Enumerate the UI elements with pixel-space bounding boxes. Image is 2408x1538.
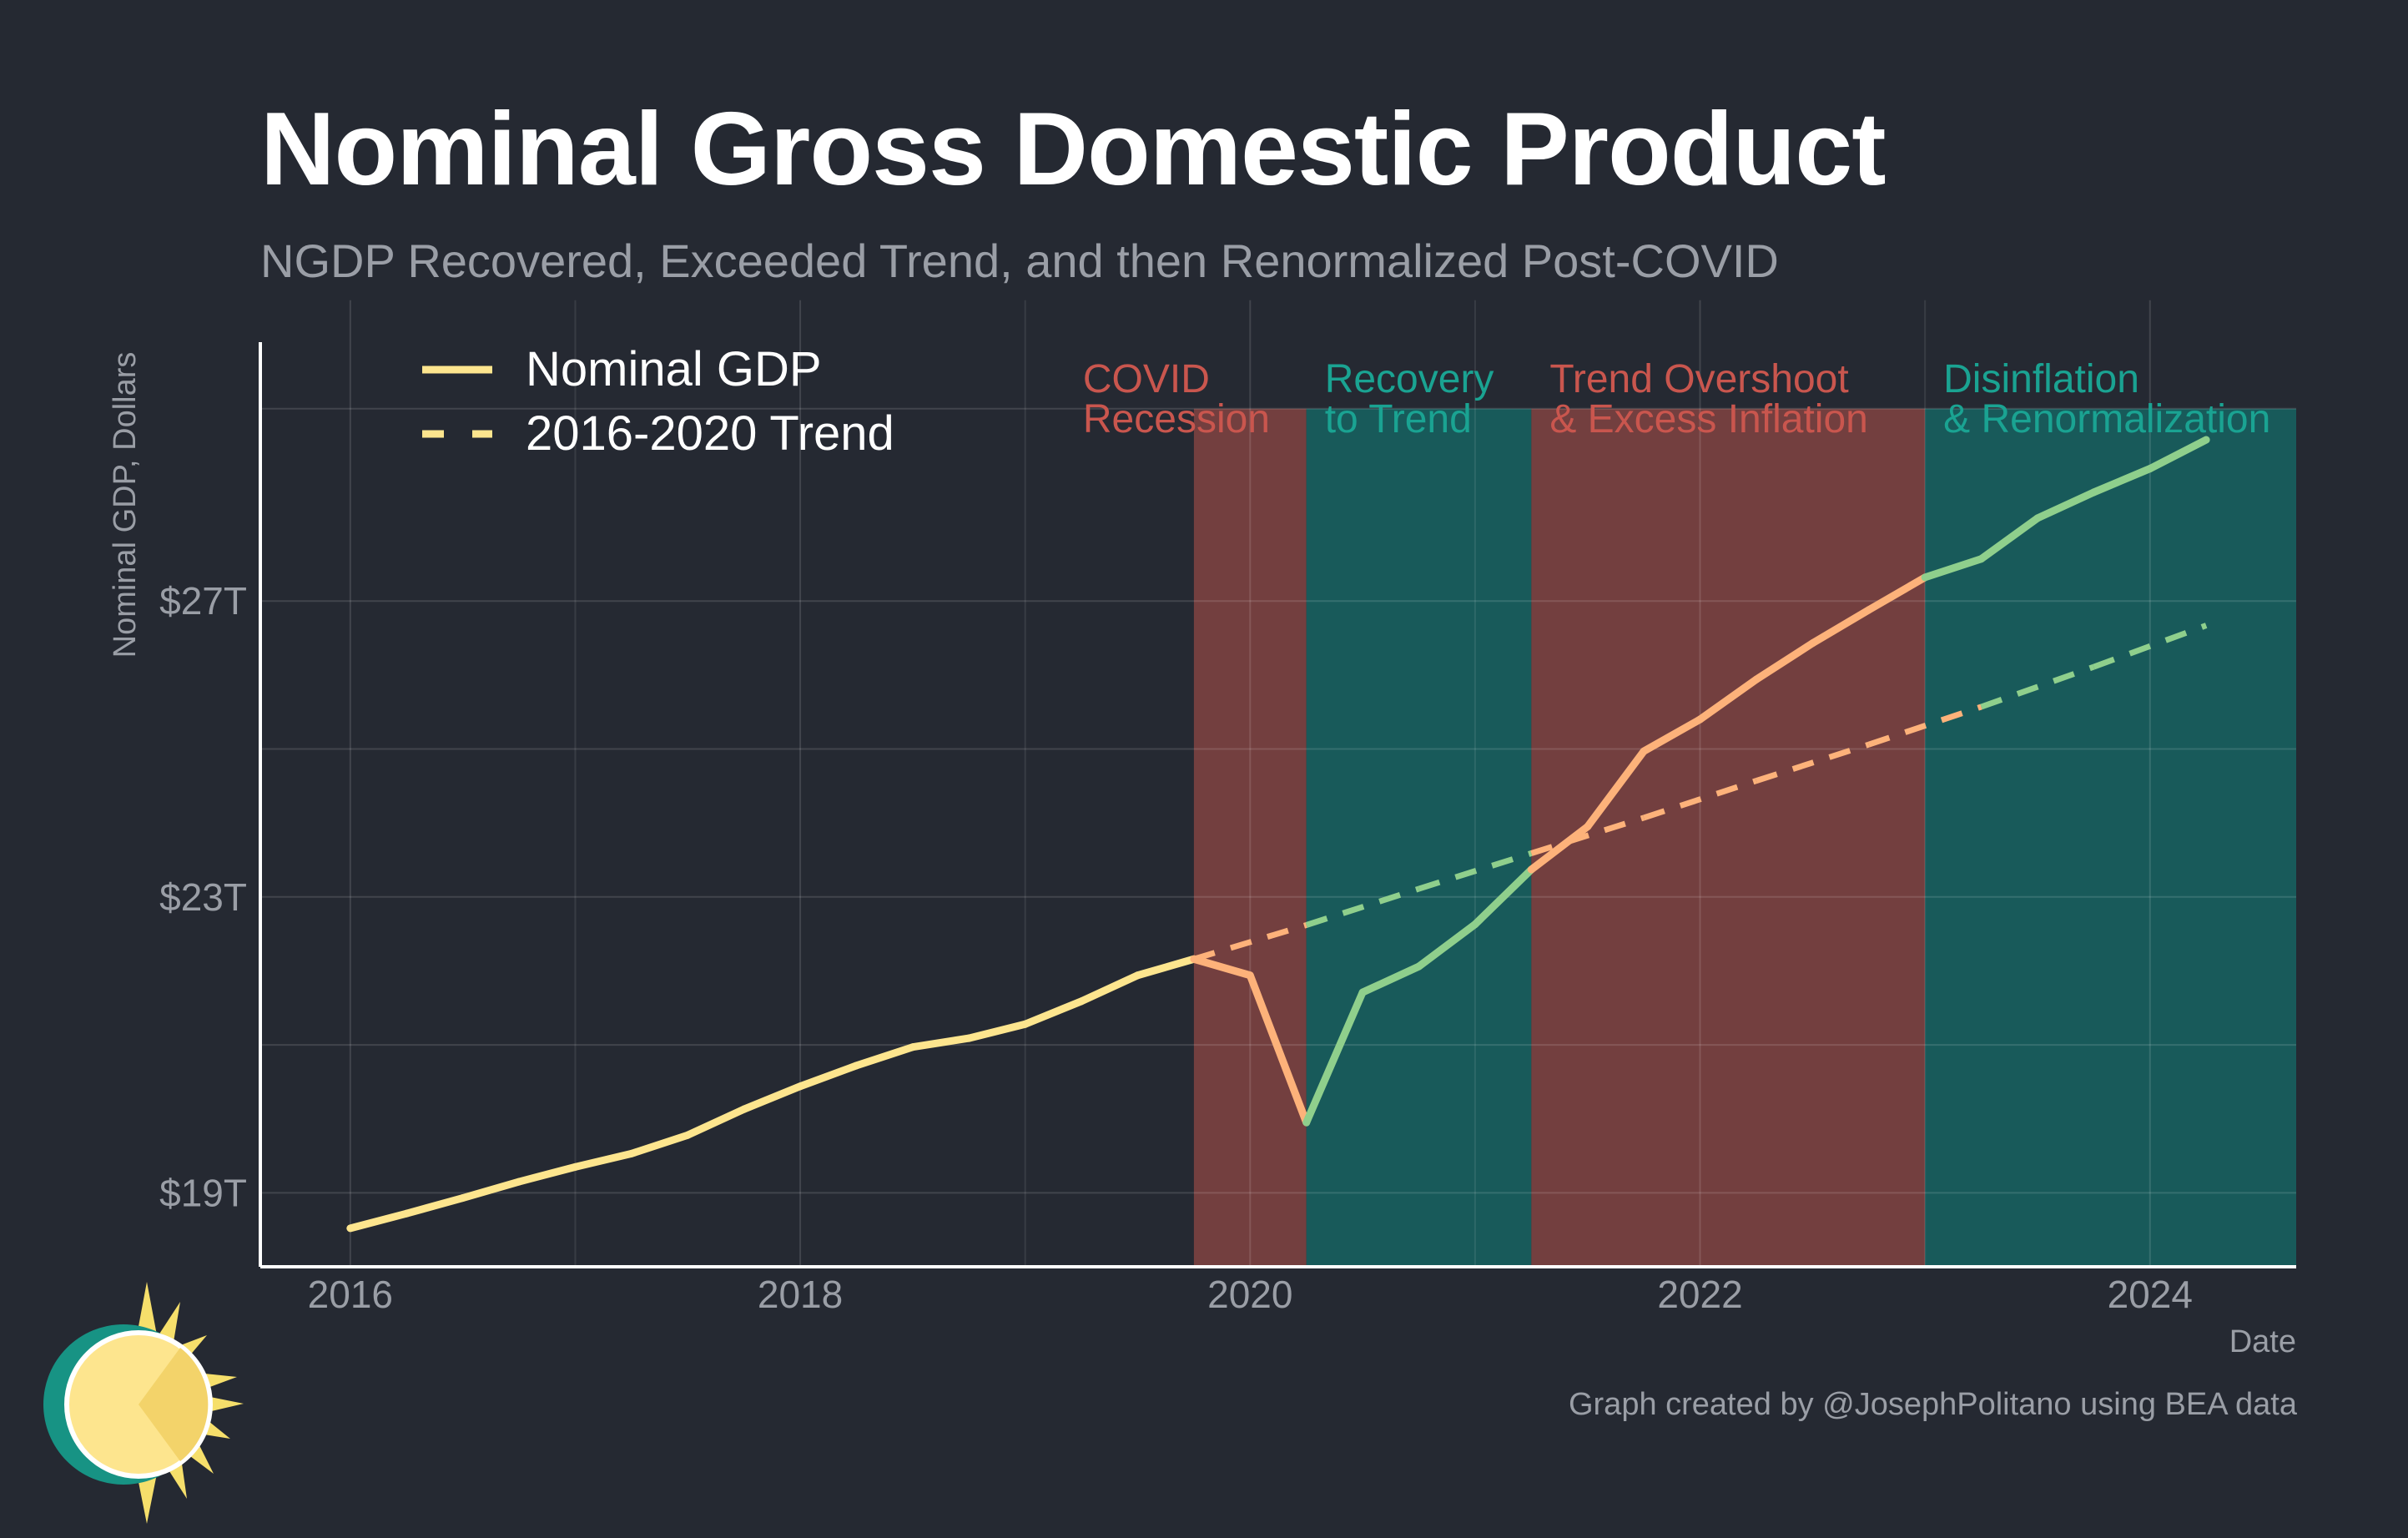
gdp-line-segment — [909, 1034, 973, 1051]
period-band-3 — [1925, 408, 2296, 1267]
gdp-line-segment — [2033, 488, 2098, 522]
gdp-line-segment — [346, 1209, 411, 1233]
period-band-0 — [1193, 408, 1307, 1267]
gdp-line-segment — [1696, 675, 1761, 724]
trend-line-segment — [1192, 922, 1307, 962]
trend-line-segment — [1755, 741, 1870, 784]
gdp-line-segment — [965, 1020, 1030, 1042]
y-axis-label: Nominal GDP, Dollars — [108, 352, 143, 658]
gdp-line-segment — [796, 1061, 860, 1091]
gdp-line-segment — [1752, 639, 1816, 683]
gdp-line-segment — [1021, 997, 1086, 1028]
gdp-line-segment — [1415, 920, 1479, 971]
x-tick-label: 2020 — [1207, 1273, 1292, 1316]
gdp-line-segment — [1471, 865, 1535, 929]
y-tick-label: $23T — [159, 875, 247, 919]
gdp-line-segment — [1921, 555, 1986, 582]
period-bands — [1193, 408, 2296, 1267]
gdp-line-segment — [1640, 715, 1705, 755]
x-axis-label: Date — [2229, 1324, 2296, 1359]
gdp-line-segment — [1133, 955, 1198, 980]
gdp-line-segment — [402, 1194, 467, 1218]
gdp-line-segment — [1527, 823, 1592, 874]
period-label-0: COVID Recession — [1083, 357, 1270, 441]
legend: Nominal GDP 2016-2020 Trend — [422, 342, 894, 461]
x-tick-label: 2016 — [308, 1273, 393, 1316]
gdp-line-segment — [459, 1177, 523, 1203]
gdp-line-segment — [1358, 962, 1423, 996]
sun-logo-icon — [43, 1282, 244, 1524]
legend-label: Nominal GDP — [526, 342, 822, 396]
trend-line-segment — [1643, 778, 1758, 821]
legend-label: 2016-2020 Trend — [526, 406, 894, 461]
chart-subtitle: NGDP Recovered, Exceeded Trend, and then… — [260, 234, 1779, 287]
period-label-1: Recovery to Trend — [1325, 357, 1494, 441]
trend-line-segment — [1305, 885, 1420, 928]
period-band-1 — [1306, 408, 1532, 1267]
gdp-line-segment — [1246, 971, 1311, 1127]
gdp-line-segment — [1865, 573, 1929, 614]
gdp-line-segment — [683, 1105, 748, 1139]
gdp-line-segment — [1808, 606, 1873, 648]
gdp-line-segment — [2146, 436, 2210, 473]
gdp-line-segment — [852, 1043, 917, 1070]
gdp-line-segment — [571, 1149, 636, 1171]
trend-line-segment — [1867, 703, 1982, 748]
period-band-2 — [1531, 408, 1926, 1267]
trend-line-segment — [1980, 663, 2095, 710]
axes: 2016 2018 2020 2022 2024 $19T $23T $27T Date Nomi… — [108, 342, 2296, 1359]
series-lines — [346, 436, 2210, 1233]
gdp-line-segment — [1077, 971, 1141, 1006]
gdp-line-segment — [515, 1162, 579, 1186]
period-label-3: Disinflation & Renormalization — [1943, 357, 2270, 441]
period-label-2: Trend Overshoot & Excess Inflation — [1549, 357, 1868, 441]
trend-line-segment — [1418, 850, 1533, 892]
gdp-line-segment — [740, 1082, 804, 1113]
x-tick-label: 2018 — [758, 1273, 843, 1316]
chart-title: Nominal Gross Domestic Product — [260, 92, 1887, 207]
y-tick-label: $27T — [159, 579, 247, 623]
period-labels: COVID Recession Recovery to Trend Trend Over… — [1083, 357, 2270, 441]
grid-lines — [260, 300, 2296, 1267]
gdp-line-segment — [2089, 465, 2154, 497]
gdp-line-segment — [1977, 514, 2042, 563]
gdp-line-segment — [627, 1131, 692, 1157]
y-tick-label: $19T — [159, 1171, 247, 1214]
gdp-line-segment — [1302, 988, 1367, 1127]
gdp-line-segment — [1190, 955, 1254, 980]
trend-line-segment — [1530, 814, 1645, 856]
gdp-line-segment — [1584, 747, 1648, 831]
x-tick-label: 2024 — [2108, 1273, 2193, 1316]
trend-line-segment — [2093, 623, 2208, 670]
source-note: Graph created by @JosephPolitano using B… — [1568, 1387, 2297, 1422]
x-tick-label: 2022 — [1657, 1273, 1742, 1316]
